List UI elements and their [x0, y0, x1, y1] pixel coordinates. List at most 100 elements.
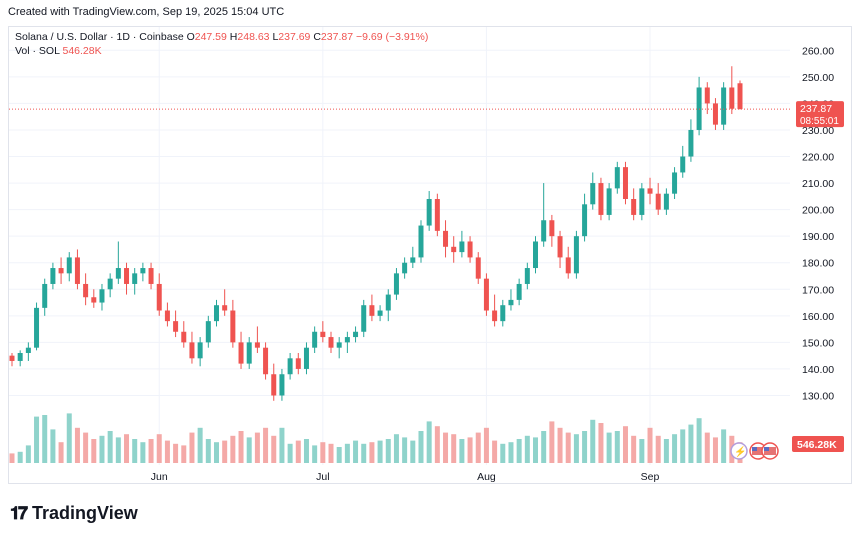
candle	[181, 321, 187, 348]
volume-bar	[467, 437, 473, 463]
volume-bar	[58, 442, 64, 463]
candle	[42, 278, 48, 316]
volume-bar	[721, 429, 727, 463]
candle	[565, 246, 571, 279]
y-tick-label: 140.00	[802, 364, 834, 376]
candle	[704, 82, 710, 115]
candle	[91, 289, 97, 308]
volume-bar	[459, 439, 465, 463]
brand-name: TradingView	[32, 503, 138, 523]
svg-text:⚡: ⚡	[734, 445, 746, 458]
volume-bar	[124, 434, 130, 463]
price-axis: 130.00 140.00 150.00 160.00 170.00 180.00 190.…	[802, 45, 834, 402]
volume-bar	[631, 435, 637, 463]
candle	[66, 252, 72, 282]
volume-bar	[74, 427, 80, 463]
candle	[541, 183, 547, 247]
volume-bar	[238, 431, 244, 463]
open-value: 247.59	[194, 31, 227, 43]
volume-bar	[99, 435, 105, 463]
candle	[83, 273, 89, 306]
tradingview-logo[interactable]: 𝟏𝟕 TradingView	[10, 503, 138, 524]
candle	[230, 299, 236, 348]
volume-bar	[443, 432, 449, 463]
candle	[58, 257, 64, 284]
volume-tag-value: 546.28K	[797, 439, 837, 451]
volume-bar	[312, 445, 318, 463]
volume-value: 546.28K	[62, 45, 102, 57]
candle	[483, 273, 489, 316]
volume-bar	[91, 439, 97, 463]
y-tick-label: 260.00	[802, 45, 834, 57]
y-tick-label: 250.00	[802, 72, 834, 84]
candle	[467, 236, 473, 263]
volume-bar	[205, 439, 211, 463]
volume-bar	[132, 439, 138, 463]
volume-bar	[451, 434, 457, 463]
candle	[598, 177, 604, 221]
volume-bar	[565, 432, 571, 463]
candle	[459, 230, 465, 258]
volume-bar	[557, 427, 563, 463]
grid	[9, 27, 790, 465]
volume-bar	[25, 445, 31, 463]
candle	[385, 289, 391, 322]
tradingview-logo-icon: 𝟏𝟕	[10, 503, 28, 523]
volume-bar	[148, 439, 154, 463]
candles	[9, 66, 743, 401]
volume-bar	[50, 429, 56, 463]
candlestick-chart[interactable]: 130.00 140.00 150.00 160.00 170.00 180.00 190.…	[0, 0, 860, 500]
volume-bar	[508, 442, 514, 463]
volume-bar	[9, 453, 15, 463]
candle	[533, 236, 539, 274]
y-tick-label: 230.00	[802, 125, 834, 137]
volume-bar	[344, 443, 350, 463]
candle	[287, 353, 293, 380]
candle	[631, 188, 637, 221]
volume-bar	[696, 418, 702, 463]
volume-label: Vol · SOL	[15, 45, 60, 57]
candle	[549, 214, 555, 247]
volume-bar	[271, 435, 277, 463]
volume-bar	[590, 419, 596, 463]
candle	[246, 337, 252, 369]
candle	[238, 331, 244, 369]
candle-countdown: 08:55:01	[800, 116, 839, 127]
candle	[622, 161, 628, 205]
volume-bar	[254, 432, 260, 463]
volume-bar	[402, 437, 408, 463]
candle	[582, 193, 588, 242]
volume-bar	[385, 439, 391, 463]
event-icons[interactable]: ⚡	[730, 442, 779, 460]
volume-bar	[541, 431, 547, 463]
x-tick-label: Jul	[316, 471, 329, 483]
candle	[50, 262, 56, 290]
volume-bar	[263, 427, 269, 463]
volume-bar	[647, 427, 653, 463]
candle	[688, 119, 694, 162]
volume-bar	[622, 426, 628, 463]
y-tick-label: 150.00	[802, 337, 834, 349]
candle	[148, 262, 154, 290]
y-tick-label: 180.00	[802, 258, 834, 270]
candle	[606, 183, 612, 221]
volume-bar	[279, 427, 285, 463]
low-value: 237.69	[278, 31, 311, 43]
volume-bars	[9, 413, 743, 463]
y-tick-label: 160.00	[802, 311, 834, 323]
volume-bar	[181, 445, 187, 463]
candle	[516, 278, 522, 306]
y-tick-label: 170.00	[802, 284, 834, 296]
x-tick-label: Jun	[151, 471, 168, 483]
candle	[312, 326, 318, 353]
chart-legend: Solana / U.S. Dollar · 1D · Coinbase O24…	[15, 30, 428, 58]
candle	[156, 273, 162, 316]
volume-bar	[516, 439, 522, 463]
volume-bar	[426, 421, 432, 463]
volume-bar	[353, 440, 359, 463]
volume-bar	[524, 435, 530, 463]
x-tick-label: Sep	[641, 471, 660, 483]
candle	[443, 220, 449, 258]
volume-bar	[688, 424, 694, 463]
volume-bar	[156, 434, 162, 463]
